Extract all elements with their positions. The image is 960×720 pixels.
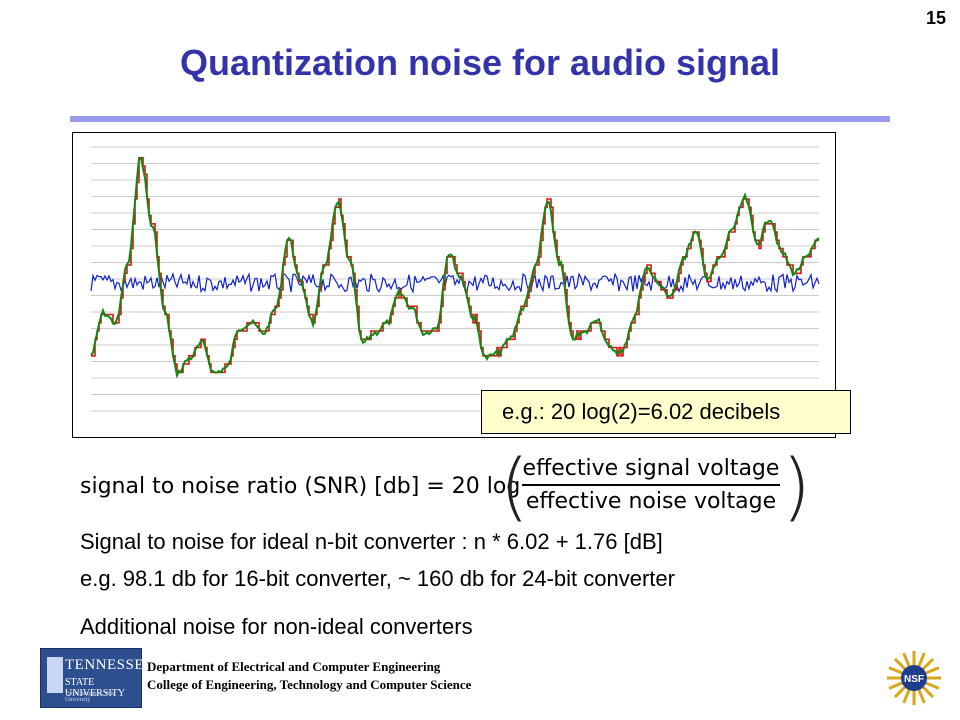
- tsu-logo-word: TENNESSEE: [65, 657, 154, 673]
- college-line: College of Engineering, Technology and C…: [147, 677, 472, 692]
- bullet-non-ideal: Additional noise for non-ideal converter…: [80, 614, 473, 639]
- nsf-disc: [901, 665, 927, 691]
- right-paren: ): [782, 444, 811, 530]
- nsf-ray: [893, 685, 907, 699]
- nsf-label: NSF: [904, 674, 924, 685]
- quantization-figure: [72, 132, 836, 438]
- signal-trace: [90, 156, 820, 379]
- nsf-ray: [888, 681, 904, 690]
- snr-formula: signal to noise ratio (SNR) [db] = 20 lo…: [80, 444, 811, 530]
- tsu-logo: TENNESSEE STATE UNIVERSITY Two Campuses.…: [40, 648, 153, 708]
- department-text: Department of Electrical and Computer En…: [147, 658, 471, 694]
- nsf-ray: [917, 688, 926, 704]
- waveform-plot: [90, 146, 820, 412]
- tsu-logo-mark: [47, 657, 63, 693]
- bullet-example: e.g. 98.1 db for 16-bit converter, ~ 160…: [80, 566, 675, 591]
- formula-numerator: effective signal voltage: [522, 456, 780, 481]
- fraction-bar: [522, 484, 780, 486]
- bullet-ideal-converter: Signal to noise for ideal n-bit converte…: [80, 529, 663, 554]
- slide-number: 15: [925, 8, 946, 28]
- nsf-ray: [902, 688, 911, 704]
- formula-denominator: effective noise voltage: [525, 489, 777, 514]
- nsf-ray: [893, 657, 907, 671]
- department-line: Department of Electrical and Computer En…: [147, 659, 441, 674]
- nsf-ray: [921, 657, 935, 671]
- tsu-logo-sub: STATE UNIVERSITY: [65, 677, 125, 699]
- formula-lhs: signal to noise ratio (SNR) [db] = 20 lo…: [80, 474, 521, 499]
- nsf-ray: [924, 666, 940, 675]
- tsu-logo-tagline: Two Campuses. One University: [65, 691, 115, 703]
- formula-fraction: effective signal voltage effective noise…: [520, 456, 782, 514]
- nsf-ray: [902, 652, 911, 668]
- nsf-ray: [888, 666, 904, 675]
- nsf-ray: [924, 681, 940, 690]
- nsf-rays: [887, 651, 941, 705]
- left-paren: (: [500, 444, 529, 530]
- slide-title: Quantization noise for audio signal: [179, 42, 781, 83]
- noise-trace: [90, 271, 820, 294]
- nsf-ray: [921, 685, 935, 699]
- title-divider: [70, 116, 890, 122]
- decibel-callout: e.g.: 20 log(2)=6.02 decibels: [481, 390, 851, 434]
- nsf-logo: NSF: [887, 651, 941, 705]
- nsf-ray: [917, 652, 926, 668]
